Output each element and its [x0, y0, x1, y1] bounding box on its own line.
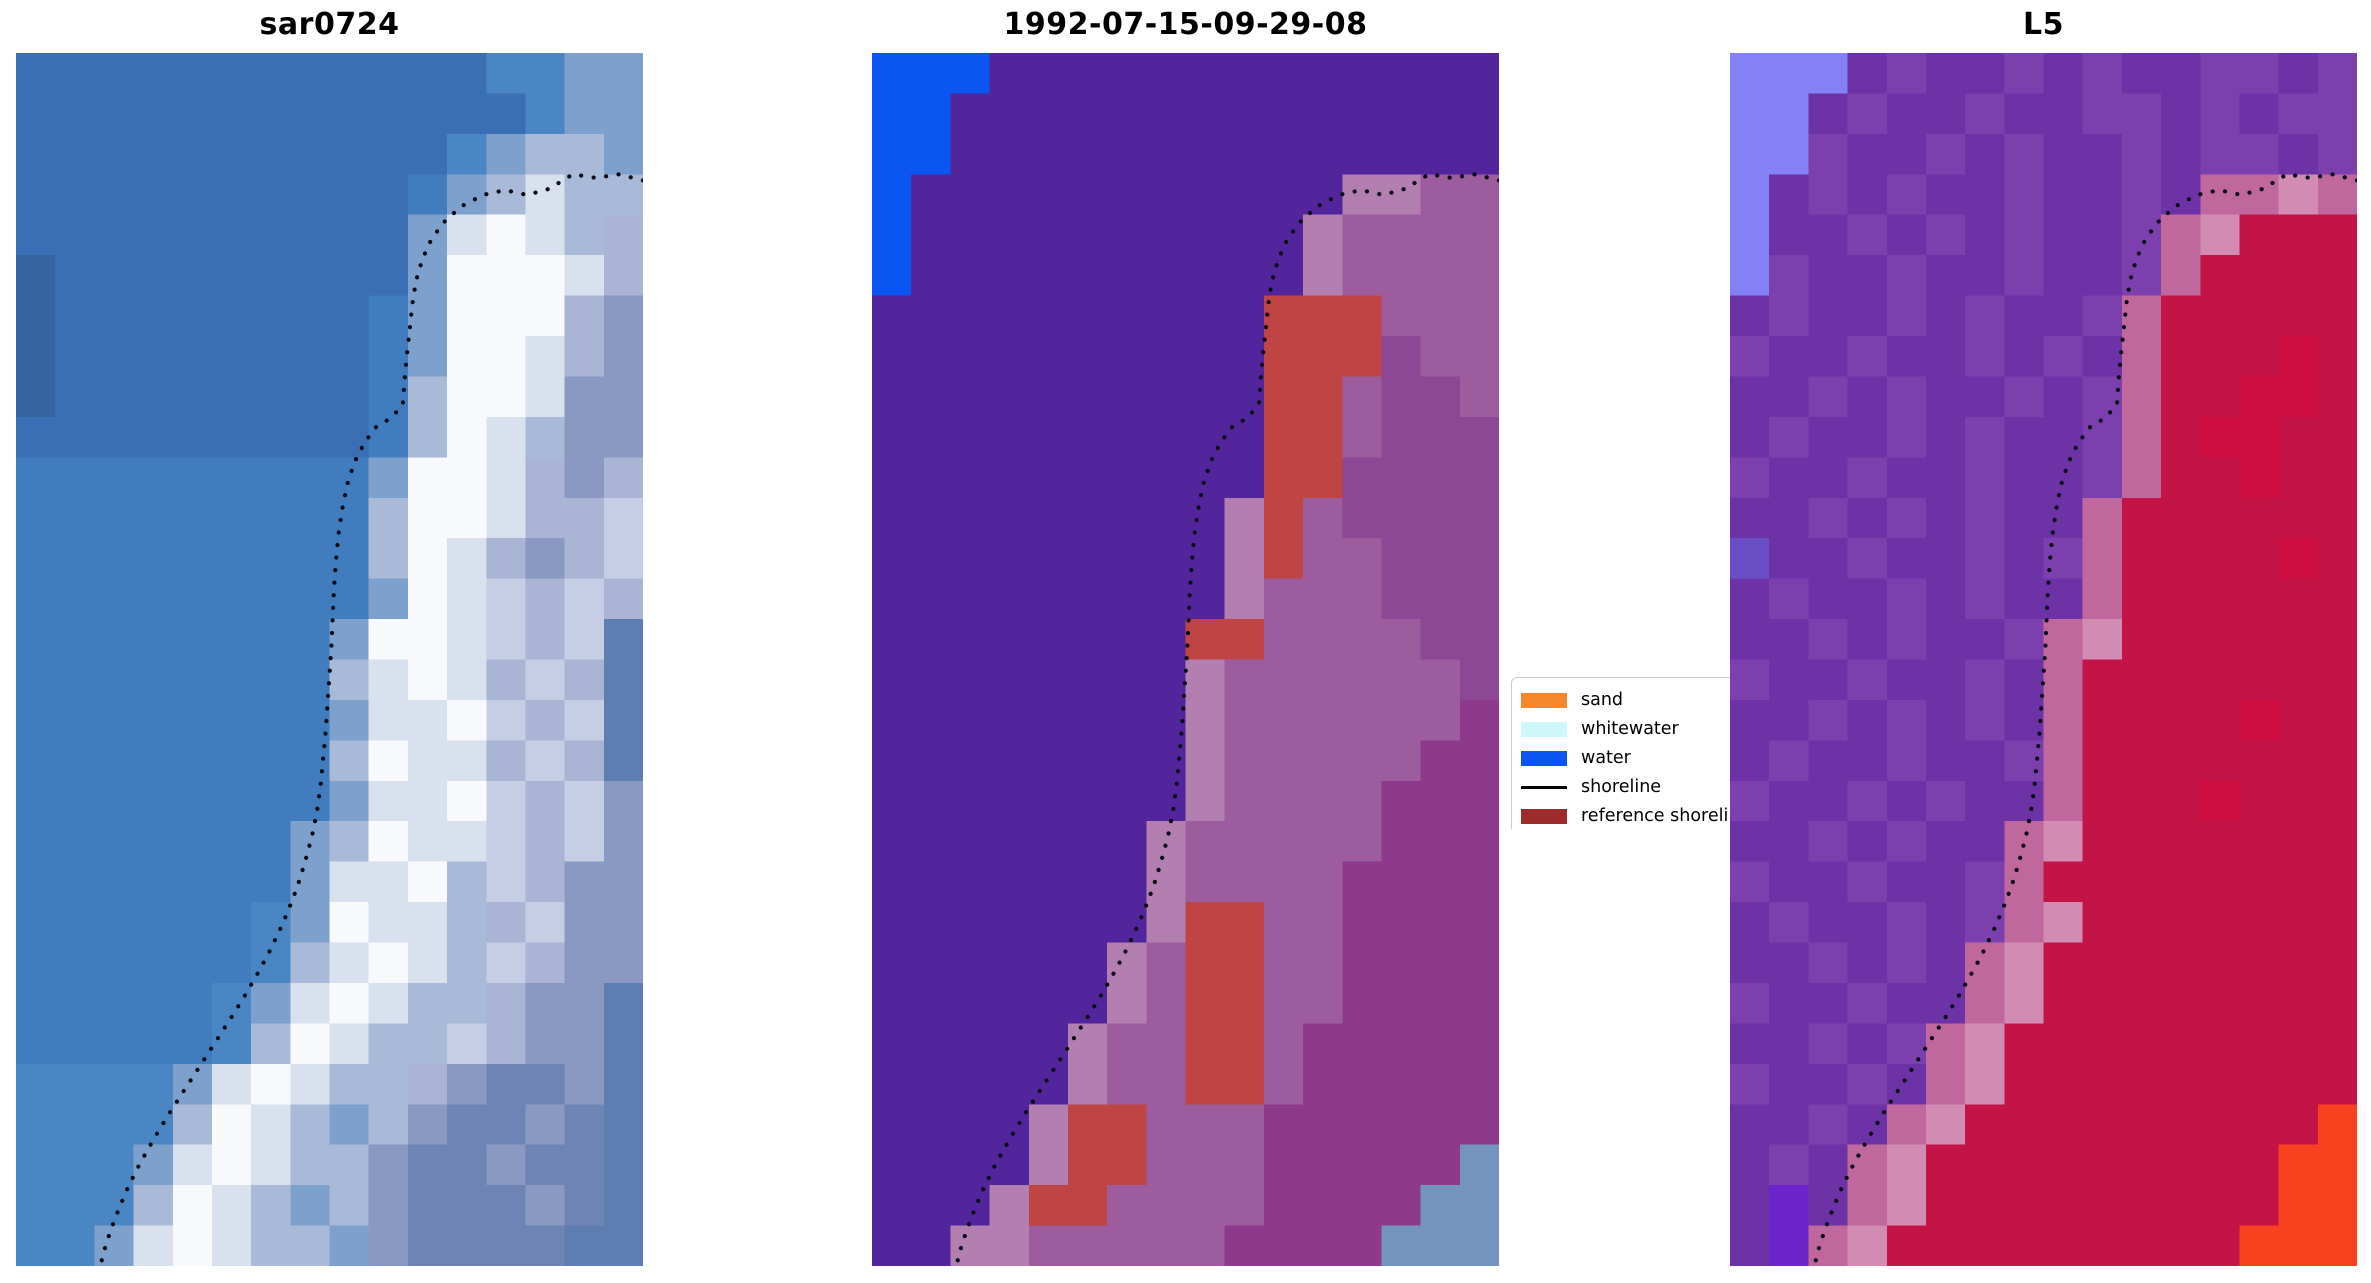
legend-label-sand: sand: [1581, 689, 1624, 710]
whitewater-color-swatch: [1521, 722, 1567, 737]
water-color-swatch: [1521, 751, 1567, 766]
legend-label-water: water: [1581, 747, 1631, 768]
panel-1-bitmap: [16, 53, 643, 1266]
sand-color-swatch: [1521, 693, 1567, 708]
panel-3-image: [1730, 53, 2357, 1266]
shoreline-line-swatch: [1521, 786, 1567, 789]
panel-2-image: [872, 53, 1499, 1266]
legend: sand whitewater water shoreline referenc…: [1511, 677, 1730, 829]
legend-entry-shoreline: shoreline: [1521, 773, 1730, 802]
panel-3-title: L5: [2023, 7, 2064, 42]
legend-entry-reference-shoreline: reference shoreline: [1521, 802, 1730, 829]
panel-1-image: [16, 53, 643, 1266]
legend-entry-whitewater: whitewater: [1521, 715, 1730, 744]
legend-box: sand whitewater water shoreline referenc…: [1511, 677, 1730, 829]
panel-2-title: 1992-07-15-09-29-08: [1003, 7, 1368, 42]
legend-label-reference-shoreline: reference shoreline: [1581, 805, 1730, 826]
legend-entry-sand: sand: [1521, 686, 1730, 715]
reference-shoreline-color-swatch: [1521, 809, 1567, 824]
panel-3-bitmap: [1730, 53, 2357, 1266]
legend-entry-water: water: [1521, 744, 1730, 773]
legend-label-whitewater: whitewater: [1581, 718, 1679, 739]
panel-2-bitmap: [872, 53, 1499, 1266]
panel-1-title: sar0724: [259, 7, 400, 42]
legend-label-shoreline: shoreline: [1581, 776, 1662, 797]
